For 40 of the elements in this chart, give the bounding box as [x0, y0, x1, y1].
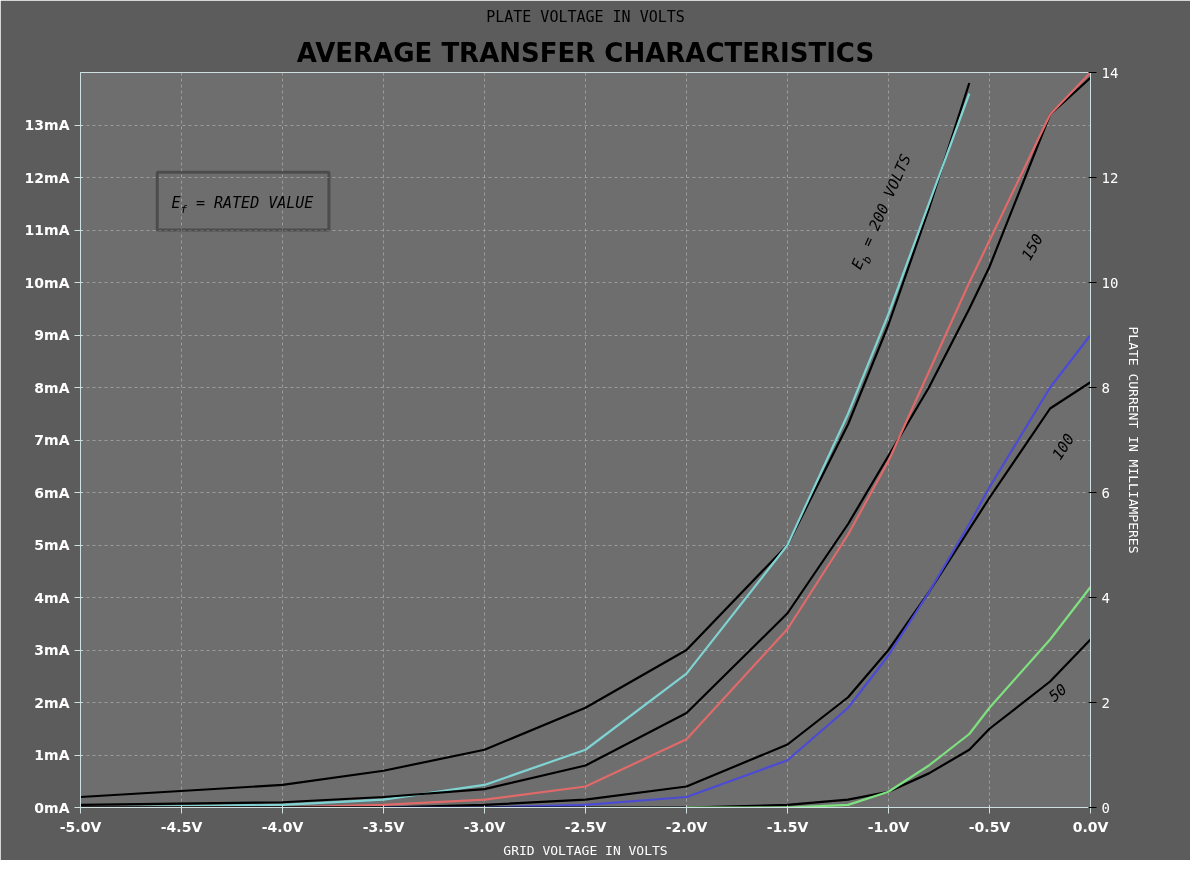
y-tick-label: 12mA	[24, 169, 70, 186]
y2-tick-label: 14	[1101, 64, 1119, 81]
x-tick-label: -3.0V	[463, 818, 506, 835]
y-tick-label: 2mA	[34, 694, 70, 711]
y2-tick-label: 8	[1101, 379, 1110, 396]
y-tick-label: 10mA	[24, 274, 70, 291]
x-tick-label: -2.5V	[564, 818, 607, 835]
y2-tick-label: 2	[1101, 694, 1110, 711]
y-tick-label: 4mA	[34, 589, 70, 606]
y2-axis-title: PLATE CURRENT IN MILLIAMPERES	[1126, 326, 1142, 554]
line-series	[685, 585, 1091, 808]
x-tick-label: 0.0V	[1072, 818, 1109, 835]
y-tick-label: 7mA	[34, 432, 70, 448]
y-tick-label: 9mA	[34, 327, 70, 343]
x-tick-label: -1.5V	[766, 818, 809, 835]
annotation: 50	[1045, 680, 1071, 706]
y-tick-label: 11mA	[24, 222, 70, 238]
chart-subtitle: PLATE VOLTAGE IN VOLTS	[486, 7, 685, 26]
y-tick-label: 0mA	[34, 799, 70, 816]
y-tick-label: 5mA	[34, 537, 70, 553]
x-axis-title: GRID VOLTAGE IN VOLTS	[503, 842, 668, 858]
y2-tick-label: 4	[1101, 589, 1110, 606]
x-tick-label: -1.0V	[867, 818, 910, 835]
y-tick-label: 13mA	[24, 117, 70, 133]
x-tick-label: -3.5V	[362, 818, 405, 835]
x-tick-label: -0.5V	[968, 818, 1011, 835]
x-tick-label: -2.0V	[665, 818, 708, 835]
y-tick-label: 1mA	[34, 747, 70, 763]
x-tick-label: -5.0V	[59, 818, 102, 835]
annotation: 150	[1017, 231, 1047, 264]
x-tick-label: -4.0V	[261, 818, 304, 835]
y-tick-label: 3mA	[34, 642, 70, 658]
y2-tick-label: 10	[1101, 274, 1119, 291]
y-tick-label: 6mA	[34, 484, 70, 501]
y-tick-label: 8mA	[34, 379, 70, 396]
y2-tick-label: 6	[1101, 484, 1110, 501]
x-tick-label: -4.5V	[160, 818, 203, 835]
y2-tick-label: 12	[1101, 169, 1119, 186]
y2-tick-label: 0	[1101, 799, 1110, 816]
chart-title: AVERAGE TRANSFER CHARACTERISTICS	[296, 37, 875, 68]
